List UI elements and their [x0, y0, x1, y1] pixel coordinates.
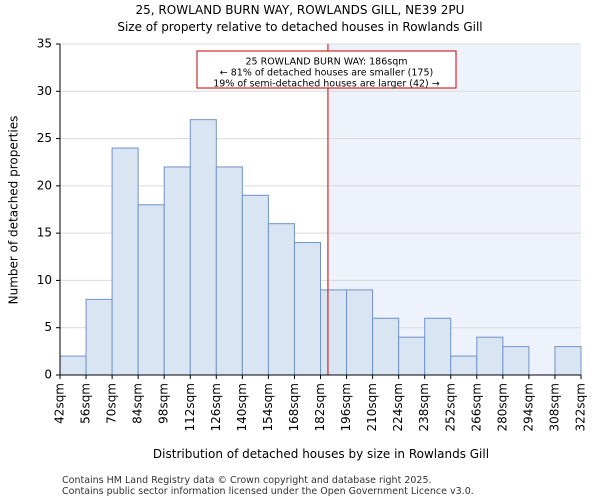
histogram-bar[interactable] — [320, 289, 348, 376]
x-tick-label: 266sqm — [469, 383, 483, 431]
histogram-bar[interactable] — [372, 317, 400, 376]
x-tick-label: 322sqm — [574, 383, 588, 431]
histogram-bar[interactable] — [59, 355, 87, 376]
chart-subtitle: Size of property relative to detached ho… — [117, 20, 483, 34]
x-tick-label: 112sqm — [183, 383, 197, 431]
y-tick-label: 30 — [37, 84, 52, 98]
histogram-bar[interactable] — [424, 317, 452, 376]
annotation-text-line: 19% of semi-detached houses are larger (… — [213, 79, 440, 90]
y-tick-label: 35 — [37, 37, 52, 51]
annotation-box — [196, 50, 457, 89]
x-tick-label: 238sqm — [417, 383, 431, 431]
histogram-bar[interactable] — [554, 346, 582, 376]
histogram-bar[interactable] — [163, 166, 191, 376]
histogram-bar[interactable] — [111, 147, 139, 376]
x-tick-label: 252sqm — [443, 383, 457, 431]
histogram-bar[interactable] — [189, 119, 217, 376]
x-tick-label: 84sqm — [131, 383, 145, 424]
x-tick-label: 42sqm — [53, 383, 67, 424]
x-tick-label: 70sqm — [105, 383, 119, 424]
x-tick-label: 308sqm — [547, 383, 561, 431]
y-tick-label: 0 — [44, 368, 52, 382]
x-tick-label: 126sqm — [209, 383, 223, 431]
x-tick-label: 196sqm — [339, 383, 353, 431]
histogram-bar[interactable] — [502, 346, 530, 376]
histogram-bar[interactable] — [267, 223, 295, 376]
x-tick-label: 168sqm — [287, 383, 301, 431]
histogram-bar[interactable] — [85, 298, 113, 376]
histogram-bar[interactable] — [346, 289, 374, 376]
attribution-line-1: Contains HM Land Registry data © Crown c… — [62, 475, 432, 486]
x-tick-label: 294sqm — [521, 383, 535, 431]
x-tick-label: 56sqm — [79, 383, 93, 424]
y-axis-label: Number of detached properties — [7, 116, 21, 305]
annotation-text-line: ← 81% of detached houses are smaller (17… — [220, 68, 433, 79]
y-tick-label: 10 — [37, 273, 52, 287]
x-tick-label: 154sqm — [261, 383, 275, 431]
histogram-bar[interactable] — [137, 204, 165, 376]
x-tick-label: 280sqm — [495, 383, 509, 431]
x-tick-label: 210sqm — [365, 383, 379, 431]
histogram-bar[interactable] — [215, 166, 243, 376]
histogram-bar[interactable] — [450, 355, 478, 376]
y-tick-label: 5 — [44, 320, 52, 334]
y-tick-label: 25 — [37, 131, 52, 145]
attribution-footer: Contains HM Land Registry data © Crown c… — [62, 475, 474, 497]
y-tick-label: 20 — [37, 178, 52, 192]
x-tick-label: 140sqm — [235, 383, 249, 431]
histogram-bar[interactable] — [241, 194, 269, 376]
y-tick-label: 15 — [37, 226, 52, 240]
x-tick-label: 182sqm — [313, 383, 327, 431]
annotation-text-line: 25 ROWLAND BURN WAY: 186sqm — [246, 57, 408, 68]
x-axis-label: Distribution of detached houses by size … — [153, 447, 489, 461]
histogram-bar[interactable] — [476, 336, 504, 376]
attribution-line-2: Contains public sector information licen… — [62, 486, 474, 497]
histogram-bar[interactable] — [293, 242, 322, 376]
x-tick-label: 224sqm — [391, 383, 405, 431]
x-tick-label: 98sqm — [157, 383, 171, 424]
chart-title: 25, ROWLAND BURN WAY, ROWLANDS GILL, NE3… — [135, 3, 465, 17]
histogram-bar[interactable] — [398, 336, 426, 376]
